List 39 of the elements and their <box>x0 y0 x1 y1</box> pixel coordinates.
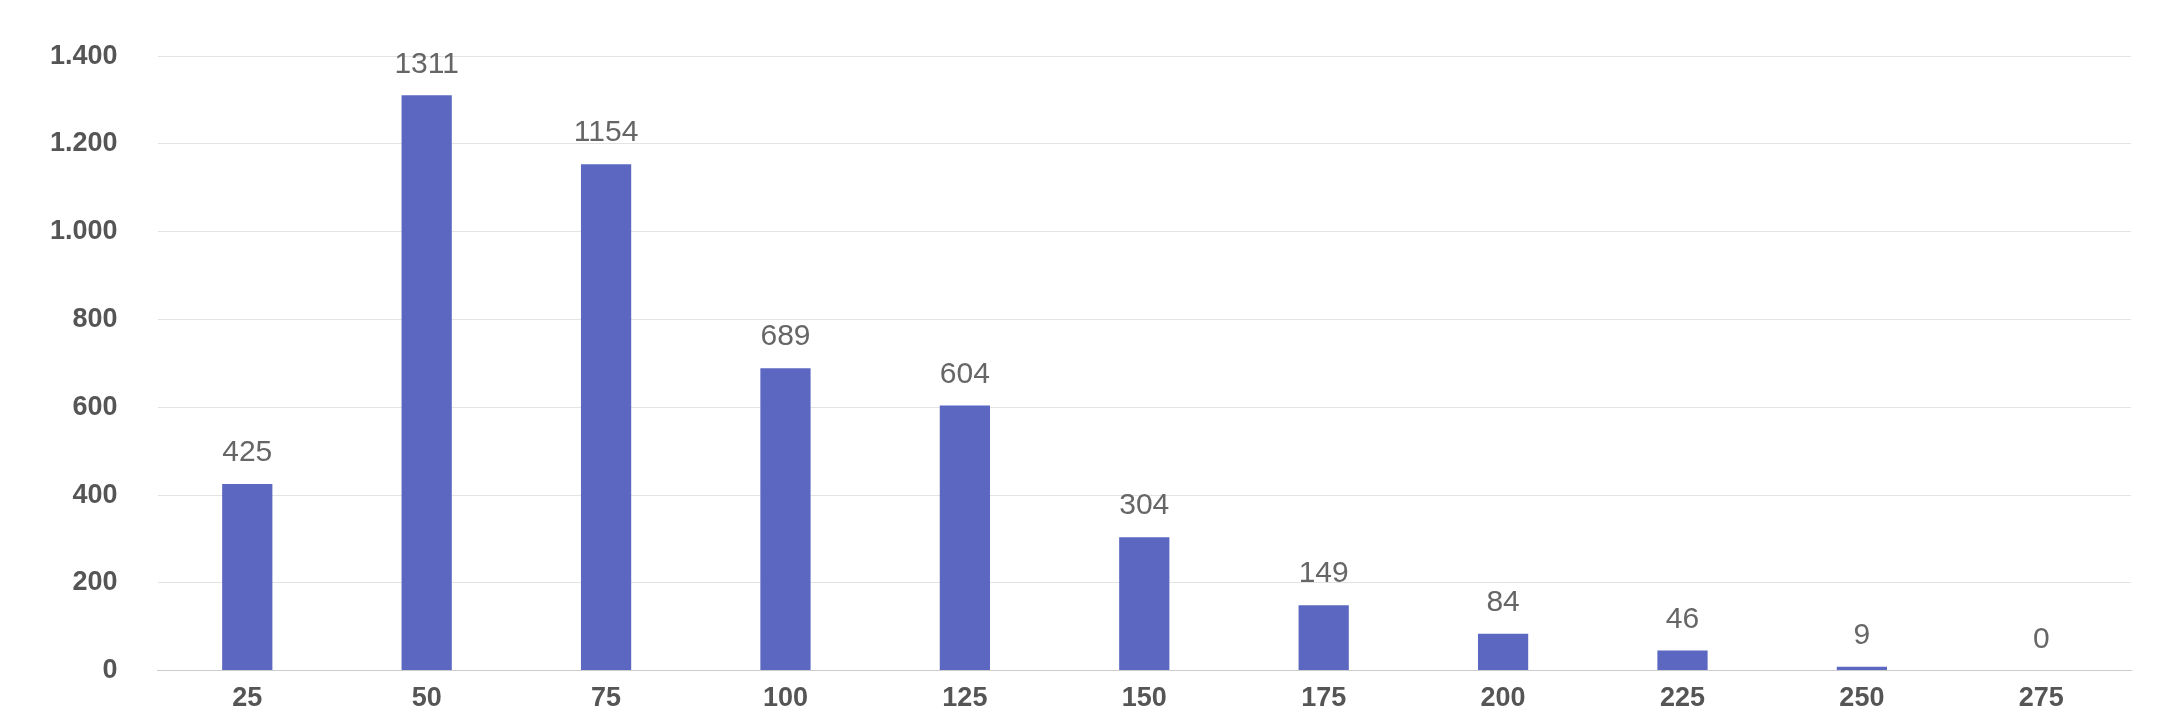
bar <box>760 368 811 671</box>
data-label: 9 <box>1853 616 1871 650</box>
data-label: 46 <box>1665 600 1700 634</box>
bar <box>1657 650 1708 671</box>
data-label: 0 <box>2032 620 2050 654</box>
x-tick-label: 250 <box>1839 682 1885 713</box>
x-tick-label: 150 <box>1121 682 1167 713</box>
data-label: 425 <box>222 434 273 468</box>
bar <box>1298 605 1349 671</box>
y-tick-label: 1.400 <box>49 39 118 70</box>
x-tick-label: 100 <box>762 682 809 713</box>
data-label: 689 <box>760 318 811 352</box>
x-tick-label: 75 <box>591 682 622 713</box>
y-tick-label: 0 <box>102 654 118 685</box>
data-label: 604 <box>939 355 990 389</box>
data-label: 304 <box>1119 487 1170 521</box>
y-tick-label: 400 <box>72 478 118 509</box>
x-tick-label: 200 <box>1480 682 1526 713</box>
data-label: 149 <box>1298 555 1349 589</box>
x-tick-label: 275 <box>2018 682 2064 713</box>
x-tick-label: 25 <box>232 682 263 713</box>
bar <box>1119 537 1170 671</box>
data-label: 1311 <box>394 45 459 79</box>
bar <box>580 164 632 671</box>
y-tick-label: 600 <box>72 390 118 421</box>
x-tick-label: 175 <box>1301 682 1347 713</box>
x-tick-label: 50 <box>411 682 442 713</box>
y-tick-label: 1.000 <box>49 215 118 246</box>
y-tick-label: 800 <box>72 302 118 333</box>
bar <box>939 405 990 671</box>
y-tick-label: 1.200 <box>49 127 118 158</box>
data-label: 84 <box>1486 584 1520 617</box>
y-tick-label: 200 <box>72 566 118 597</box>
x-tick-label: 225 <box>1659 682 1706 713</box>
data-label: 1154 <box>573 114 639 148</box>
x-tick-label: 125 <box>942 682 988 713</box>
bar <box>1477 633 1529 671</box>
bar <box>401 95 452 671</box>
bar <box>222 484 273 671</box>
